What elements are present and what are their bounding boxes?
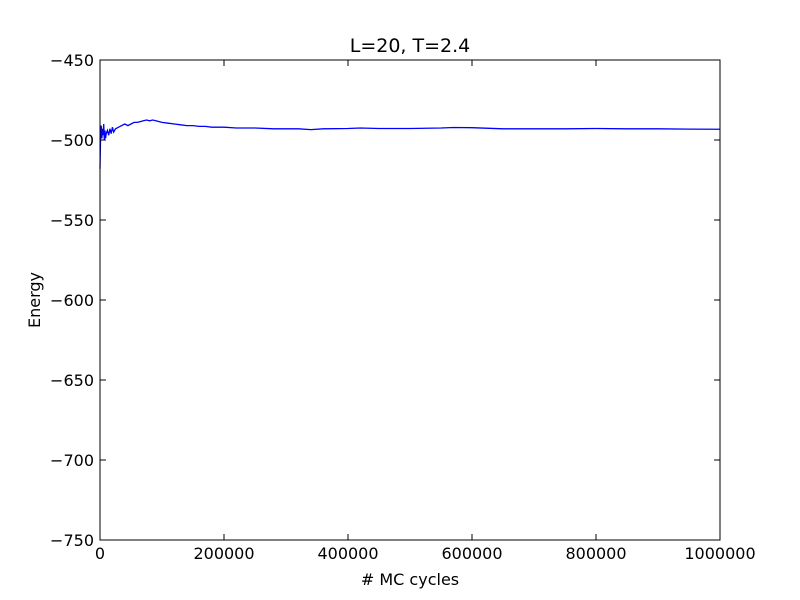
x-tick-label: 0 <box>95 544 105 563</box>
y-tick-label: −600 <box>50 291 94 310</box>
plot-frame <box>99 59 721 541</box>
energy-series-line <box>99 119 721 169</box>
x-tick-label: 600000 <box>441 544 502 563</box>
y-tick-label: −700 <box>50 451 94 470</box>
x-tick-label: 1000000 <box>684 544 755 563</box>
x-tick-label: 200000 <box>193 544 254 563</box>
y-axis-label: Energy <box>25 272 44 328</box>
y-tick-label: −550 <box>50 211 94 230</box>
y-tick-label: −500 <box>50 131 94 150</box>
chart-title: L=20, T=2.4 <box>350 35 471 57</box>
x-tick-label: 800000 <box>565 544 626 563</box>
x-axis-ticks: 0 200000 400000 600000 800000 1000000 <box>95 60 756 563</box>
y-axis-ticks: −450 −500 −550 −600 −650 −700 −750 <box>50 51 720 550</box>
plot-area <box>99 119 721 169</box>
x-tick-label: 400000 <box>317 544 378 563</box>
y-tick-label: −750 <box>50 531 94 550</box>
y-tick-label: −450 <box>50 51 94 70</box>
y-tick-label: −650 <box>50 371 94 390</box>
x-axis-label: # MC cycles <box>361 570 459 589</box>
